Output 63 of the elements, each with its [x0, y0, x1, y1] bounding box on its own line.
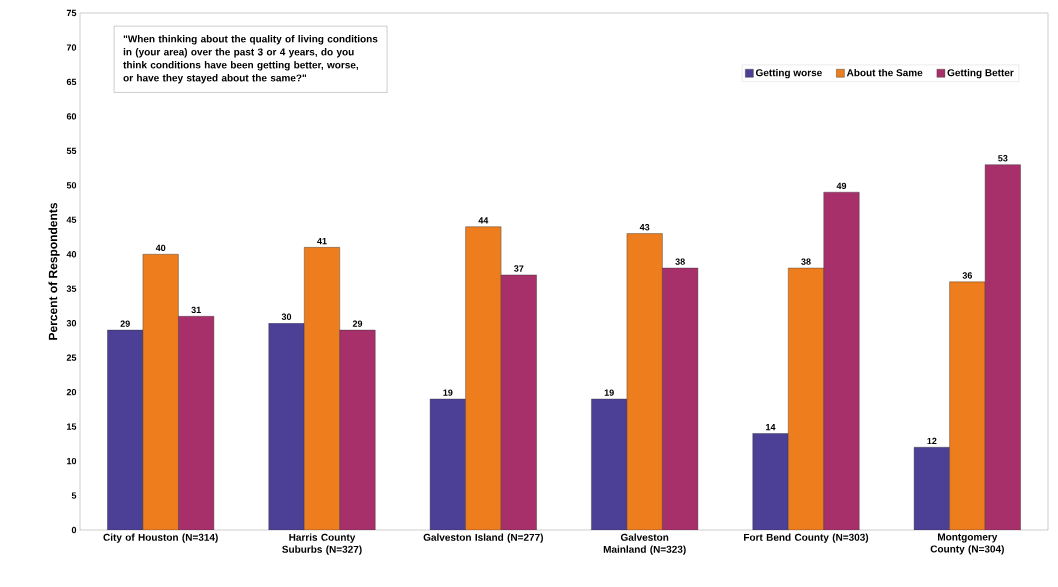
data-label: 49 — [836, 182, 847, 190]
data-label: 37 — [514, 265, 524, 272]
y-axis-title: Percent of Respondents — [48, 202, 60, 340]
x-tick-label: Harris County Suburbs (N=327) — [282, 533, 362, 555]
y-tick-label: 0 — [71, 526, 77, 534]
x-tick-label: Galveston Mainland (N=323) — [603, 533, 686, 555]
data-label: 19 — [443, 389, 453, 396]
bar — [752, 433, 789, 530]
bar — [465, 226, 502, 530]
bar — [304, 247, 340, 530]
data-label: 29 — [120, 320, 130, 327]
x-tick-label: Fort Bend County (N=303) — [744, 533, 869, 543]
bar — [430, 399, 466, 530]
data-label: 19 — [604, 389, 614, 396]
data-label: 38 — [801, 258, 811, 265]
bar — [949, 281, 986, 530]
y-tick-label: 35 — [66, 285, 77, 292]
annotation: "When thinking about the quality of living conditions in (your area) over the past 3 or 4 years, do you think conditions have been getting better, worse, or have they stayed about the same?" — [123, 35, 378, 84]
y-tick-label: 50 — [66, 182, 77, 189]
data-label: 43 — [639, 224, 650, 231]
bar — [142, 254, 179, 530]
y-tick-label: 55 — [66, 147, 77, 155]
y-tick-label: 45 — [66, 216, 77, 223]
x-tick-label: City of Houston (N=314) — [103, 533, 218, 543]
legend-label: About the Same — [846, 68, 923, 77]
data-label: 40 — [155, 244, 166, 252]
data-label: 14 — [766, 424, 776, 431]
y-tick-label: 15 — [67, 423, 77, 430]
bar — [501, 274, 537, 530]
x-tick-label: Montgomery County (N=304) — [930, 533, 1004, 555]
y-tick-label: 10 — [67, 457, 77, 465]
data-label: 41 — [317, 237, 327, 245]
bar — [788, 267, 824, 530]
bar — [107, 329, 144, 530]
y-tick-label: 40 — [66, 251, 77, 258]
data-label: 12 — [927, 437, 937, 445]
bar — [591, 398, 628, 530]
bar — [178, 316, 215, 530]
data-label: 44 — [478, 217, 489, 224]
bar — [626, 233, 663, 530]
data-label: 53 — [998, 155, 1008, 162]
x-tick-label: Galveston Island (N=277) — [423, 533, 543, 543]
bar — [339, 329, 376, 530]
legend-label: Getting Better — [947, 68, 1014, 79]
bar — [268, 323, 305, 530]
y-tick-label: 70 — [66, 44, 77, 51]
y-tick-label: 75 — [66, 9, 77, 17]
data-label: 36 — [962, 272, 973, 279]
legend-label: Getting worse — [755, 68, 822, 79]
y-tick-label: 25 — [66, 354, 77, 361]
bar — [662, 267, 699, 530]
bar — [984, 164, 1021, 530]
y-tick-label: 5 — [71, 492, 77, 499]
y-tick-label: 60 — [66, 113, 77, 120]
y-tick-label: 20 — [66, 388, 77, 396]
y-tick-label: 65 — [66, 78, 77, 86]
y-tick-label: 30 — [66, 320, 77, 327]
bar — [823, 192, 860, 530]
data-label: 31 — [191, 306, 201, 314]
data-label: 29 — [352, 320, 363, 327]
bar — [913, 447, 950, 530]
data-label: 38 — [675, 258, 685, 265]
data-label: 30 — [281, 313, 292, 320]
